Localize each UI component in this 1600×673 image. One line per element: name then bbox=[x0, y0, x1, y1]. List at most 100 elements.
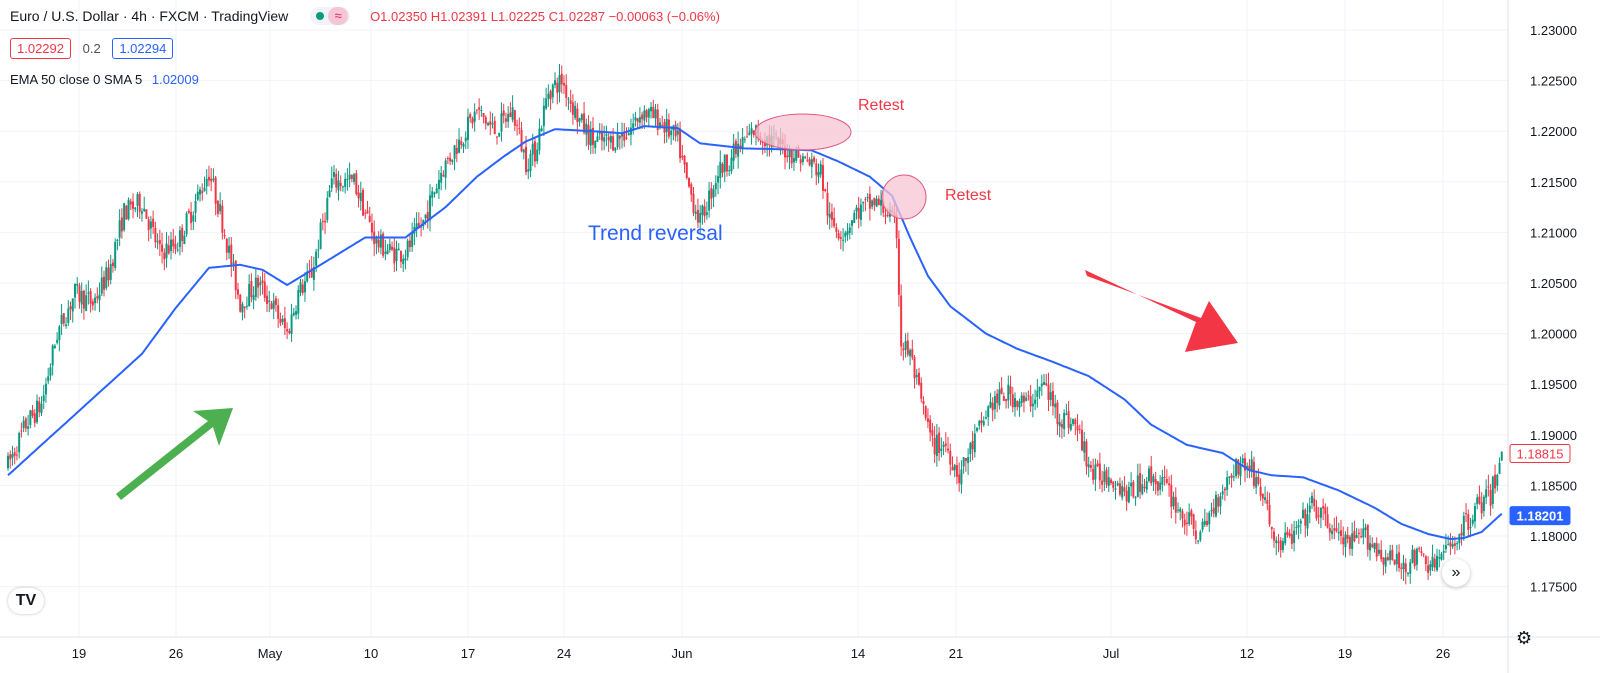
candle-body bbox=[205, 178, 208, 187]
candle-body bbox=[853, 213, 856, 223]
candle-body bbox=[1239, 463, 1242, 477]
candle-body bbox=[547, 93, 550, 99]
candle-body bbox=[1465, 513, 1468, 515]
candle-body bbox=[402, 258, 405, 265]
candle-body bbox=[1380, 549, 1383, 560]
candle-body bbox=[871, 200, 874, 207]
candle-body bbox=[938, 432, 941, 454]
candle-body bbox=[370, 222, 373, 233]
candle-body bbox=[685, 162, 688, 179]
candle-body bbox=[1284, 532, 1287, 544]
symbol-title[interactable]: Euro / U.S. Dollar · 4h · FXCM · Trading… bbox=[10, 8, 289, 24]
candle-body bbox=[270, 303, 273, 310]
candle-body bbox=[140, 211, 143, 214]
candle-body bbox=[1335, 528, 1338, 532]
candle-body bbox=[984, 417, 987, 419]
candle-body bbox=[56, 339, 59, 343]
indicator-legend[interactable]: EMA 50 close 0 SMA 5 1.02009 bbox=[10, 72, 199, 87]
candle-body bbox=[147, 219, 150, 231]
candle-body bbox=[196, 191, 199, 200]
candle-body bbox=[1074, 419, 1077, 425]
candle-body bbox=[1268, 504, 1271, 525]
candle-body bbox=[569, 100, 572, 104]
retest-highlight-1[interactable] bbox=[754, 113, 852, 151]
candle-body bbox=[1043, 381, 1046, 385]
candle-body bbox=[134, 207, 137, 210]
candle-body bbox=[250, 281, 253, 298]
candle-body bbox=[1355, 535, 1358, 539]
candle-body bbox=[221, 205, 224, 233]
candle-body bbox=[964, 457, 967, 461]
candle-body bbox=[98, 294, 101, 301]
candle-body bbox=[1208, 512, 1211, 525]
downtrend-arrow[interactable] bbox=[1085, 270, 1238, 352]
candle-body bbox=[875, 198, 878, 207]
candlestick-series bbox=[7, 64, 1503, 585]
candle-body bbox=[1192, 514, 1195, 529]
candle-body bbox=[1112, 481, 1115, 488]
candle-body bbox=[1096, 463, 1099, 466]
candle-body bbox=[281, 318, 284, 322]
candle-body bbox=[397, 248, 400, 251]
candle-body bbox=[1054, 403, 1057, 408]
candle-body bbox=[911, 349, 914, 358]
price-tick-label: 1.20500 bbox=[1530, 276, 1577, 291]
candle-body bbox=[1317, 515, 1320, 517]
scroll-to-realtime-button[interactable]: » bbox=[1442, 559, 1470, 587]
candle-body bbox=[223, 234, 226, 237]
candle-body bbox=[1063, 412, 1066, 429]
candle-body bbox=[136, 194, 139, 206]
candle-body bbox=[1498, 462, 1501, 474]
candle-body bbox=[493, 120, 496, 135]
candle-body bbox=[1364, 527, 1367, 530]
price-tick-label: 1.19000 bbox=[1530, 428, 1577, 443]
candle-body bbox=[1009, 386, 1012, 395]
retest-highlight-2[interactable] bbox=[881, 174, 927, 220]
candle-body bbox=[692, 193, 695, 213]
candle-body bbox=[1107, 477, 1110, 487]
candle-body bbox=[1020, 395, 1023, 403]
gear-icon[interactable]: ⚙ bbox=[1516, 628, 1533, 648]
drawings[interactable]: Retest Retest Trend reversal bbox=[116, 97, 1238, 500]
candle-body bbox=[1391, 549, 1394, 560]
time-tick-label: 19 bbox=[1338, 646, 1352, 661]
candle-body bbox=[1056, 402, 1059, 425]
candle-body bbox=[690, 184, 693, 195]
candle-body bbox=[516, 124, 519, 126]
candle-body bbox=[1451, 544, 1454, 547]
candle-body bbox=[174, 244, 177, 249]
candle-body bbox=[1036, 390, 1039, 397]
time-axis[interactable]: 19 26 May 10 17 24 Jun 14 21 Jul 12 19 26 bbox=[72, 646, 1450, 661]
candle-body bbox=[641, 114, 644, 120]
candle-body bbox=[377, 239, 380, 248]
candle-body bbox=[844, 232, 847, 237]
candle-body bbox=[1326, 514, 1329, 528]
tradingview-logo-icon[interactable]: TV bbox=[8, 588, 44, 614]
candle-body bbox=[1114, 488, 1117, 490]
candle-body bbox=[228, 245, 231, 253]
uptrend-arrow[interactable] bbox=[116, 408, 233, 500]
sell-button[interactable]: 1.02292 bbox=[10, 38, 71, 59]
candle-body bbox=[484, 117, 487, 124]
buy-button[interactable]: 1.02294 bbox=[112, 38, 174, 59]
candle-body bbox=[525, 146, 528, 173]
candle-body bbox=[1275, 540, 1278, 544]
candle-body bbox=[194, 200, 197, 213]
candle-body bbox=[344, 178, 347, 187]
candle-body bbox=[801, 156, 804, 163]
market-status-pill[interactable]: ≈ bbox=[310, 7, 351, 26]
candle-body bbox=[1494, 474, 1497, 489]
candle-body bbox=[915, 374, 918, 378]
candle-body bbox=[1252, 461, 1255, 486]
candle-body bbox=[1067, 411, 1070, 428]
candle-body bbox=[665, 119, 668, 133]
candle-body bbox=[989, 401, 992, 408]
price-axis[interactable]: 1.23000 1.22500 1.22000 1.21500 1.21000 1.205… bbox=[1530, 23, 1577, 595]
candle-body bbox=[585, 123, 588, 135]
candle-body bbox=[1051, 391, 1054, 407]
candle-body bbox=[562, 82, 565, 86]
candle-body bbox=[426, 212, 429, 221]
candle-body bbox=[1210, 509, 1213, 512]
candle-body bbox=[1485, 489, 1488, 498]
